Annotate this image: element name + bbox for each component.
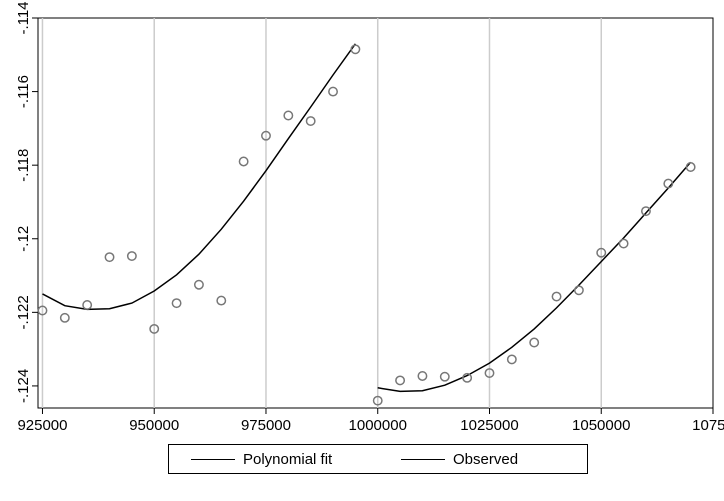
data-point bbox=[171, 298, 182, 309]
legend: Polynomial fit Observed bbox=[168, 444, 588, 474]
x-tick-label: 1025000 bbox=[460, 417, 518, 434]
data-point bbox=[238, 156, 249, 167]
data-point bbox=[149, 323, 160, 334]
y-tick-label: -.124 bbox=[15, 369, 32, 403]
data-point bbox=[685, 162, 696, 172]
x-axis: 925000 950000 975000 1000000 1025000 1050000 1… bbox=[17, 408, 724, 434]
observed-points bbox=[37, 44, 696, 406]
data-point bbox=[462, 372, 473, 383]
data-point bbox=[104, 252, 115, 263]
data-point bbox=[484, 368, 495, 378]
x-tick-label: 1000000 bbox=[349, 417, 407, 434]
x-tick-label: 10750 bbox=[692, 417, 724, 434]
legend-label-polynomial-fit: Polynomial fit bbox=[243, 450, 333, 468]
data-point bbox=[328, 86, 338, 97]
legend-item-observed: Observed bbox=[401, 445, 518, 473]
data-point bbox=[573, 285, 584, 296]
data-point bbox=[506, 354, 517, 365]
data-point bbox=[350, 44, 361, 55]
data-point bbox=[59, 312, 70, 323]
data-point bbox=[551, 291, 562, 302]
data-point bbox=[372, 395, 383, 406]
plot-frame bbox=[37, 17, 714, 409]
x-tick-label: 975000 bbox=[241, 417, 291, 434]
data-point bbox=[439, 371, 450, 382]
y-tick-label: -.114 bbox=[15, 1, 32, 34]
y-tick-label: -.12 bbox=[15, 226, 32, 252]
legend-line-icon bbox=[191, 458, 235, 460]
y-tick-label: -.116 bbox=[15, 75, 32, 108]
data-point bbox=[596, 247, 607, 258]
x-tick-label: 1050000 bbox=[572, 417, 630, 434]
data-point bbox=[417, 371, 428, 381]
fit-line-segment bbox=[42, 43, 357, 311]
data-point bbox=[283, 110, 294, 121]
x-tick-label: 925000 bbox=[17, 417, 67, 434]
y-tick-label: -.122 bbox=[15, 295, 32, 329]
data-point bbox=[640, 206, 651, 217]
data-point bbox=[37, 305, 48, 316]
data-point bbox=[618, 238, 629, 249]
legend-line-icon bbox=[401, 458, 445, 460]
fit-line-segment bbox=[377, 161, 692, 393]
data-point bbox=[216, 295, 227, 306]
y-tick-label: -.118 bbox=[15, 149, 32, 182]
data-point bbox=[193, 279, 204, 290]
data-point bbox=[395, 375, 406, 386]
legend-label-observed: Observed bbox=[453, 450, 519, 468]
data-point bbox=[305, 116, 316, 126]
chart: 925000 950000 975000 1000000 1025000 1050000 1… bbox=[15, 1, 724, 434]
data-point bbox=[261, 130, 271, 141]
polynomial-fit-lines bbox=[42, 43, 692, 393]
x-tick-label: 950000 bbox=[129, 417, 179, 434]
data-point bbox=[82, 300, 93, 310]
data-point bbox=[529, 337, 540, 348]
y-axis: -.114 -.116 -.118 -.12 -.122 -.124 bbox=[15, 1, 38, 403]
legend-item-polynomial-fit: Polynomial fit bbox=[191, 445, 332, 473]
grid-lines bbox=[41, 18, 602, 408]
data-point bbox=[663, 178, 674, 189]
data-point bbox=[126, 251, 137, 261]
